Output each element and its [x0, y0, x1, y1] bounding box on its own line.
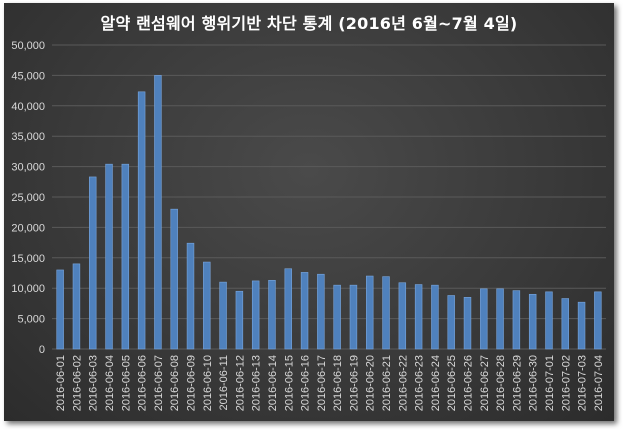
x-tick-label: 2016-06-01	[55, 355, 67, 411]
bar	[121, 163, 130, 350]
x-tick-label: 2016-06-26	[463, 355, 475, 411]
bar	[366, 275, 374, 350]
x-tick-label: 2016-06-14	[267, 355, 279, 411]
x-tick-label: 2016-06-15	[283, 355, 295, 411]
bar	[496, 288, 504, 350]
bar	[284, 268, 292, 350]
y-tick-label: 45,000	[11, 70, 45, 82]
x-tick-label: 2016-07-04	[593, 355, 605, 411]
x-tick-label: 2016-06-11	[218, 355, 230, 410]
y-tick-label: 5,000	[17, 314, 45, 326]
bar	[268, 279, 276, 350]
bar	[235, 290, 244, 350]
bar	[89, 176, 97, 350]
bar	[480, 288, 488, 350]
y-tick-label: 20,000	[11, 222, 45, 234]
x-tick-label: 2016-06-07	[153, 355, 165, 411]
x-tick-label: 2016-06-10	[202, 355, 214, 411]
y-tick-label: 0	[39, 344, 45, 356]
x-tick-label: 2016-06-22	[397, 355, 409, 411]
bar	[105, 163, 113, 350]
x-tick-label: 2016-06-30	[528, 355, 540, 411]
x-tick-label: 2016-06-05	[120, 355, 132, 411]
bar-chart: 0 5,000 10,000 15,000 20,000 25,000 30,000 35,0…	[11, 40, 606, 411]
x-tick-label: 2016-06-25	[446, 355, 458, 411]
x-tick-label: 2016-07-01	[544, 355, 556, 411]
x-tick-label: 2016-06-18	[332, 355, 344, 411]
x-tick-label: 2016-06-06	[137, 355, 149, 411]
bar	[463, 297, 472, 350]
x-tick-label: 2016-06-08	[169, 355, 181, 411]
x-axis: 2016-06-01 2016-06-02 2016-06-03 2016-06-04…	[55, 355, 605, 411]
y-tick-label: 40,000	[11, 101, 45, 113]
bar	[56, 269, 64, 350]
bar	[154, 75, 162, 350]
x-tick-label: 2016-06-28	[495, 355, 507, 411]
bar	[594, 291, 602, 350]
chart-title: 알약 랜섬웨어 행위기반 차단 통계 (2016년 6월~7월 4일)	[100, 14, 518, 33]
y-axis: 0 5,000 10,000 15,000 20,000 25,000 30,000 35,0…	[11, 40, 45, 356]
x-tick-label: 2016-06-13	[251, 355, 263, 411]
y-tick-label: 30,000	[11, 162, 45, 174]
x-tick-label: 2016-06-17	[316, 355, 328, 411]
bar	[170, 208, 178, 350]
bar	[349, 284, 358, 350]
bar	[577, 301, 586, 350]
bar	[72, 263, 81, 350]
x-tick-label: 2016-06-20	[365, 355, 377, 411]
gridlines	[52, 44, 606, 350]
bar	[137, 91, 146, 350]
x-tick-label: 2016-06-09	[186, 355, 198, 411]
bars	[56, 75, 602, 350]
bar	[203, 261, 211, 350]
bar	[431, 284, 439, 350]
bar	[414, 284, 423, 350]
x-tick-label: 2016-06-12	[234, 355, 246, 411]
y-tick-label: 15,000	[11, 253, 45, 265]
x-tick-label: 2016-06-24	[430, 355, 442, 411]
y-tick-label: 35,000	[11, 131, 45, 143]
bar	[219, 281, 227, 350]
bar	[251, 280, 260, 350]
x-tick-label: 2016-06-21	[381, 355, 393, 411]
x-tick-label: 2016-06-19	[348, 355, 360, 411]
bar	[186, 242, 195, 350]
x-tick-label: 2016-07-02	[560, 355, 572, 411]
bar	[333, 284, 341, 350]
y-tick-label: 10,000	[11, 283, 45, 295]
bar	[447, 295, 455, 350]
bar	[398, 282, 407, 350]
x-tick-label: 2016-07-03	[577, 355, 589, 411]
x-tick-label: 2016-06-29	[511, 355, 523, 411]
bar	[545, 291, 553, 350]
bar	[382, 276, 390, 350]
x-tick-label: 2016-06-23	[414, 355, 426, 411]
y-tick-label: 25,000	[11, 192, 45, 204]
chart-frame: 알약 랜섬웨어 행위기반 차단 통계 (2016년 6월~7월 4일) 0 5,0…	[4, 3, 614, 421]
x-tick-label: 2016-06-03	[88, 355, 100, 411]
bar	[561, 298, 569, 350]
bar	[300, 272, 309, 350]
y-tick-label: 50,000	[11, 40, 45, 52]
x-tick-label: 2016-06-02	[71, 355, 83, 411]
x-tick-label: 2016-06-16	[300, 355, 312, 411]
x-tick-label: 2016-06-27	[479, 355, 491, 411]
bar	[512, 290, 521, 350]
x-tick-label: 2016-06-04	[104, 355, 116, 411]
bar	[317, 273, 325, 350]
bar	[528, 293, 537, 350]
